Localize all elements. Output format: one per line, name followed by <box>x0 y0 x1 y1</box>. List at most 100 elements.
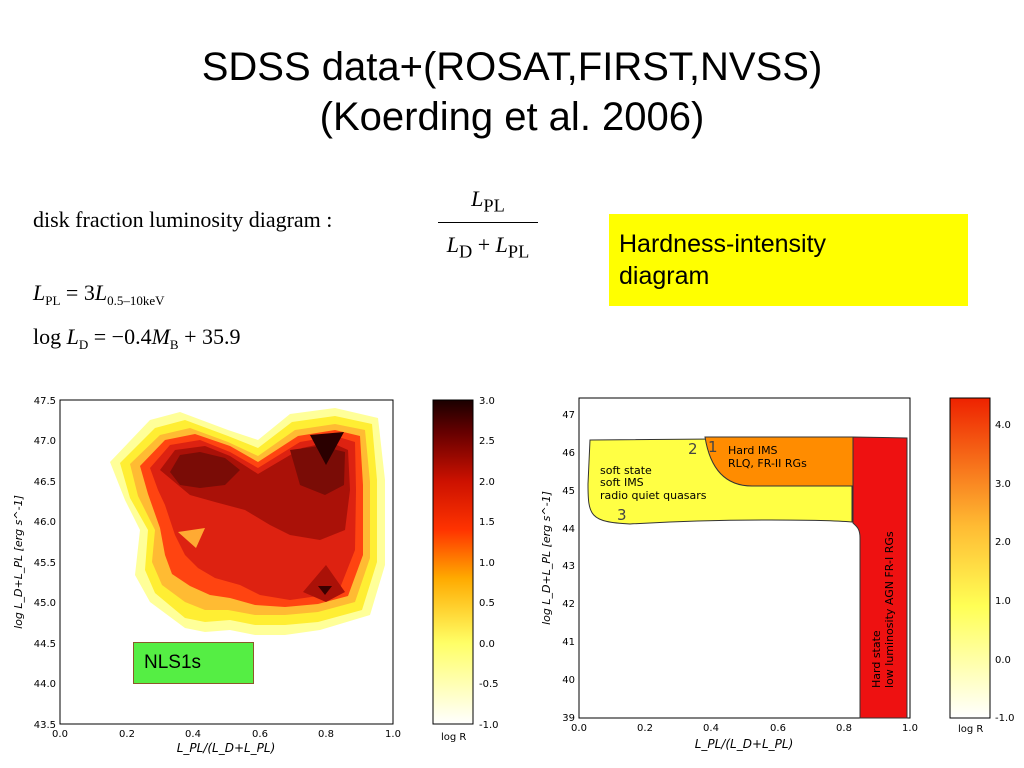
slide-title: SDSS data+(ROSAT,FIRST,NVSS) (Koerding e… <box>0 42 1024 142</box>
heatmap-contours <box>110 408 385 635</box>
hard-state-line-2: low luminosity AGN FR-I RGs <box>883 531 896 688</box>
cbar-tick: 3.0 <box>479 396 495 407</box>
hid-colorbar <box>949 397 991 719</box>
equation-1-denominator: LD + LPL <box>430 232 546 262</box>
eq2-mid: = 3 <box>60 280 95 305</box>
heatmap-y-ticks: 47.5 47.0 46.5 46.0 45.5 45.0 44.5 44.0 … <box>34 396 56 731</box>
eq3-M-sub: B <box>169 337 179 352</box>
cbar-tick: 4.0 <box>995 420 1011 431</box>
hard-ims-line-2: RLQ, FR-II RGs <box>728 457 807 470</box>
x-tick-label: 0.6 <box>252 729 268 740</box>
equation-1-numerator: LPL <box>438 186 538 216</box>
y-tick-label: 39 <box>562 713 575 724</box>
y-tick-label: 42 <box>562 599 575 610</box>
title-line-2: (Koerding et al. 2006) <box>319 95 705 139</box>
region-numbers: 1 2 3 <box>617 438 718 524</box>
x-tick-label: 1.0 <box>385 729 401 740</box>
x-tick-label: 0.2 <box>637 723 653 734</box>
y-tick-label: 46.5 <box>34 477 56 488</box>
eq2-rhs-sub: 0.5–10keV <box>107 293 165 308</box>
equation-2: LPL = 3L0.5–10keV <box>33 280 165 309</box>
cbar-tick: 2.5 <box>479 436 495 447</box>
hid-colorbar-label: log R <box>958 724 983 735</box>
nls1s-label: NLS1s <box>133 642 254 684</box>
y-tick-label: 47.5 <box>34 396 56 407</box>
eq3-end: + 35.9 <box>178 324 241 349</box>
y-tick-label: 47 <box>562 410 575 421</box>
y-tick-label: 45.5 <box>34 558 56 569</box>
cbar-tick: 2.0 <box>995 537 1011 548</box>
contour-level-7 <box>310 432 344 465</box>
hardness-intensity-callout: Hardness-intensity diagram <box>609 214 968 306</box>
y-tick-label: 46.0 <box>34 517 56 528</box>
annotation-2: 2 <box>688 440 698 458</box>
fraction-bar <box>438 222 538 223</box>
contour-spot-2 <box>303 565 345 602</box>
eq1-den-b-sub: PL <box>507 241 530 262</box>
eq3-L: L <box>66 324 79 349</box>
y-tick-label: 41 <box>562 637 575 648</box>
hard-ims-line-1: Hard IMS <box>728 444 778 457</box>
x-tick-label: 0.6 <box>770 723 786 734</box>
y-tick-label: 43 <box>562 561 575 572</box>
cbar-tick: 0.0 <box>479 639 495 650</box>
cbar-tick: 1.0 <box>479 558 495 569</box>
heatmap-colorbar <box>432 399 474 725</box>
soft-state-line-2: soft IMS <box>600 476 644 489</box>
equation-1-label: disk fraction luminosity diagram : <box>33 207 333 232</box>
cbar-tick: 0.5 <box>479 598 495 609</box>
soft-state-line-1: soft state <box>600 464 652 477</box>
y-tick-label: 44.5 <box>34 639 56 650</box>
hid-x-ticks: 0.0 0.2 0.4 0.6 0.8 1.0 <box>571 723 918 734</box>
x-tick-label: 0.4 <box>703 723 719 734</box>
x-tick-label: 0.0 <box>571 723 587 734</box>
hid-y-ticks: 47 46 45 44 43 42 41 40 39 <box>562 410 575 724</box>
heatmap-x-axis-label: L_PL/(L_D+L_PL) <box>177 741 276 755</box>
hid-x-axis-label: L_PL/(L_D+L_PL) <box>695 737 794 751</box>
eq2-lhs: L <box>33 280 46 305</box>
eq1-den-plus: + <box>472 232 496 257</box>
y-tick-label: 40 <box>562 675 575 686</box>
eq1-num-symbol: L <box>471 186 484 211</box>
cbar-tick: 1.5 <box>479 517 495 528</box>
hid-colorbar-ticks: 4.0 3.0 2.0 1.0 0.0 -1.0 <box>995 420 1015 724</box>
eq3-log: log <box>33 324 67 349</box>
y-tick-label: 46 <box>562 448 575 459</box>
eq1-num-sub: PL <box>483 195 505 216</box>
region-hard-ims <box>704 436 854 487</box>
equation-3: log LD = −0.4MB + 35.9 <box>33 324 241 353</box>
y-tick-label: 45.0 <box>34 598 56 609</box>
cbar-tick: 3.0 <box>995 479 1011 490</box>
contour-level-6b <box>290 446 345 495</box>
annotation-3: 3 <box>617 506 627 524</box>
region-labels: soft state soft IMS radio quiet quasars … <box>600 444 896 688</box>
eq1-den-a-sub: D <box>458 241 473 262</box>
y-tick-label: 47.0 <box>34 436 56 447</box>
y-tick-label: 44 <box>562 524 575 535</box>
eq3-mid: = −0.4 <box>88 324 152 349</box>
x-tick-label: 0.4 <box>185 729 201 740</box>
hid-y-axis-label: log L_D+L_PL [erg s^-1] <box>540 491 553 625</box>
heatmap-x-ticks: 0.0 0.2 0.4 0.6 0.8 1.0 <box>52 729 401 740</box>
contour-spot-3 <box>318 586 332 595</box>
cbar-tick: 1.0 <box>995 596 1011 607</box>
contour-level-6 <box>170 452 240 488</box>
callout-line-2: diagram <box>619 262 710 290</box>
x-tick-label: 0.2 <box>119 729 135 740</box>
x-tick-label: 0.0 <box>52 729 68 740</box>
eq1-den-a: L <box>446 232 459 257</box>
cbar-tick: -1.0 <box>479 720 499 731</box>
heatmap-y-axis-label: log L_D+L_PL [erg s^-1] <box>12 495 25 629</box>
disk-fraction-heatmap: 47.5 47.0 46.5 46.0 45.5 45.0 44.5 44.0 … <box>12 396 499 755</box>
callout-line-1: Hardness-intensity <box>619 230 827 258</box>
y-tick-label: 45 <box>562 486 575 497</box>
hard-state-line-1: Hard state <box>870 630 883 688</box>
eq3-L-sub: D <box>78 337 89 352</box>
hardness-intensity-diagram: soft state soft IMS radio quiet quasars … <box>540 397 1015 751</box>
title-line-1: SDSS data+(ROSAT,FIRST,NVSS) <box>201 45 823 89</box>
x-tick-label: 1.0 <box>902 723 918 734</box>
cbar-tick: -1.0 <box>995 713 1015 724</box>
eq2-lhs-sub: PL <box>45 293 61 308</box>
cbar-tick: 2.0 <box>479 477 495 488</box>
x-tick-label: 0.8 <box>318 729 334 740</box>
